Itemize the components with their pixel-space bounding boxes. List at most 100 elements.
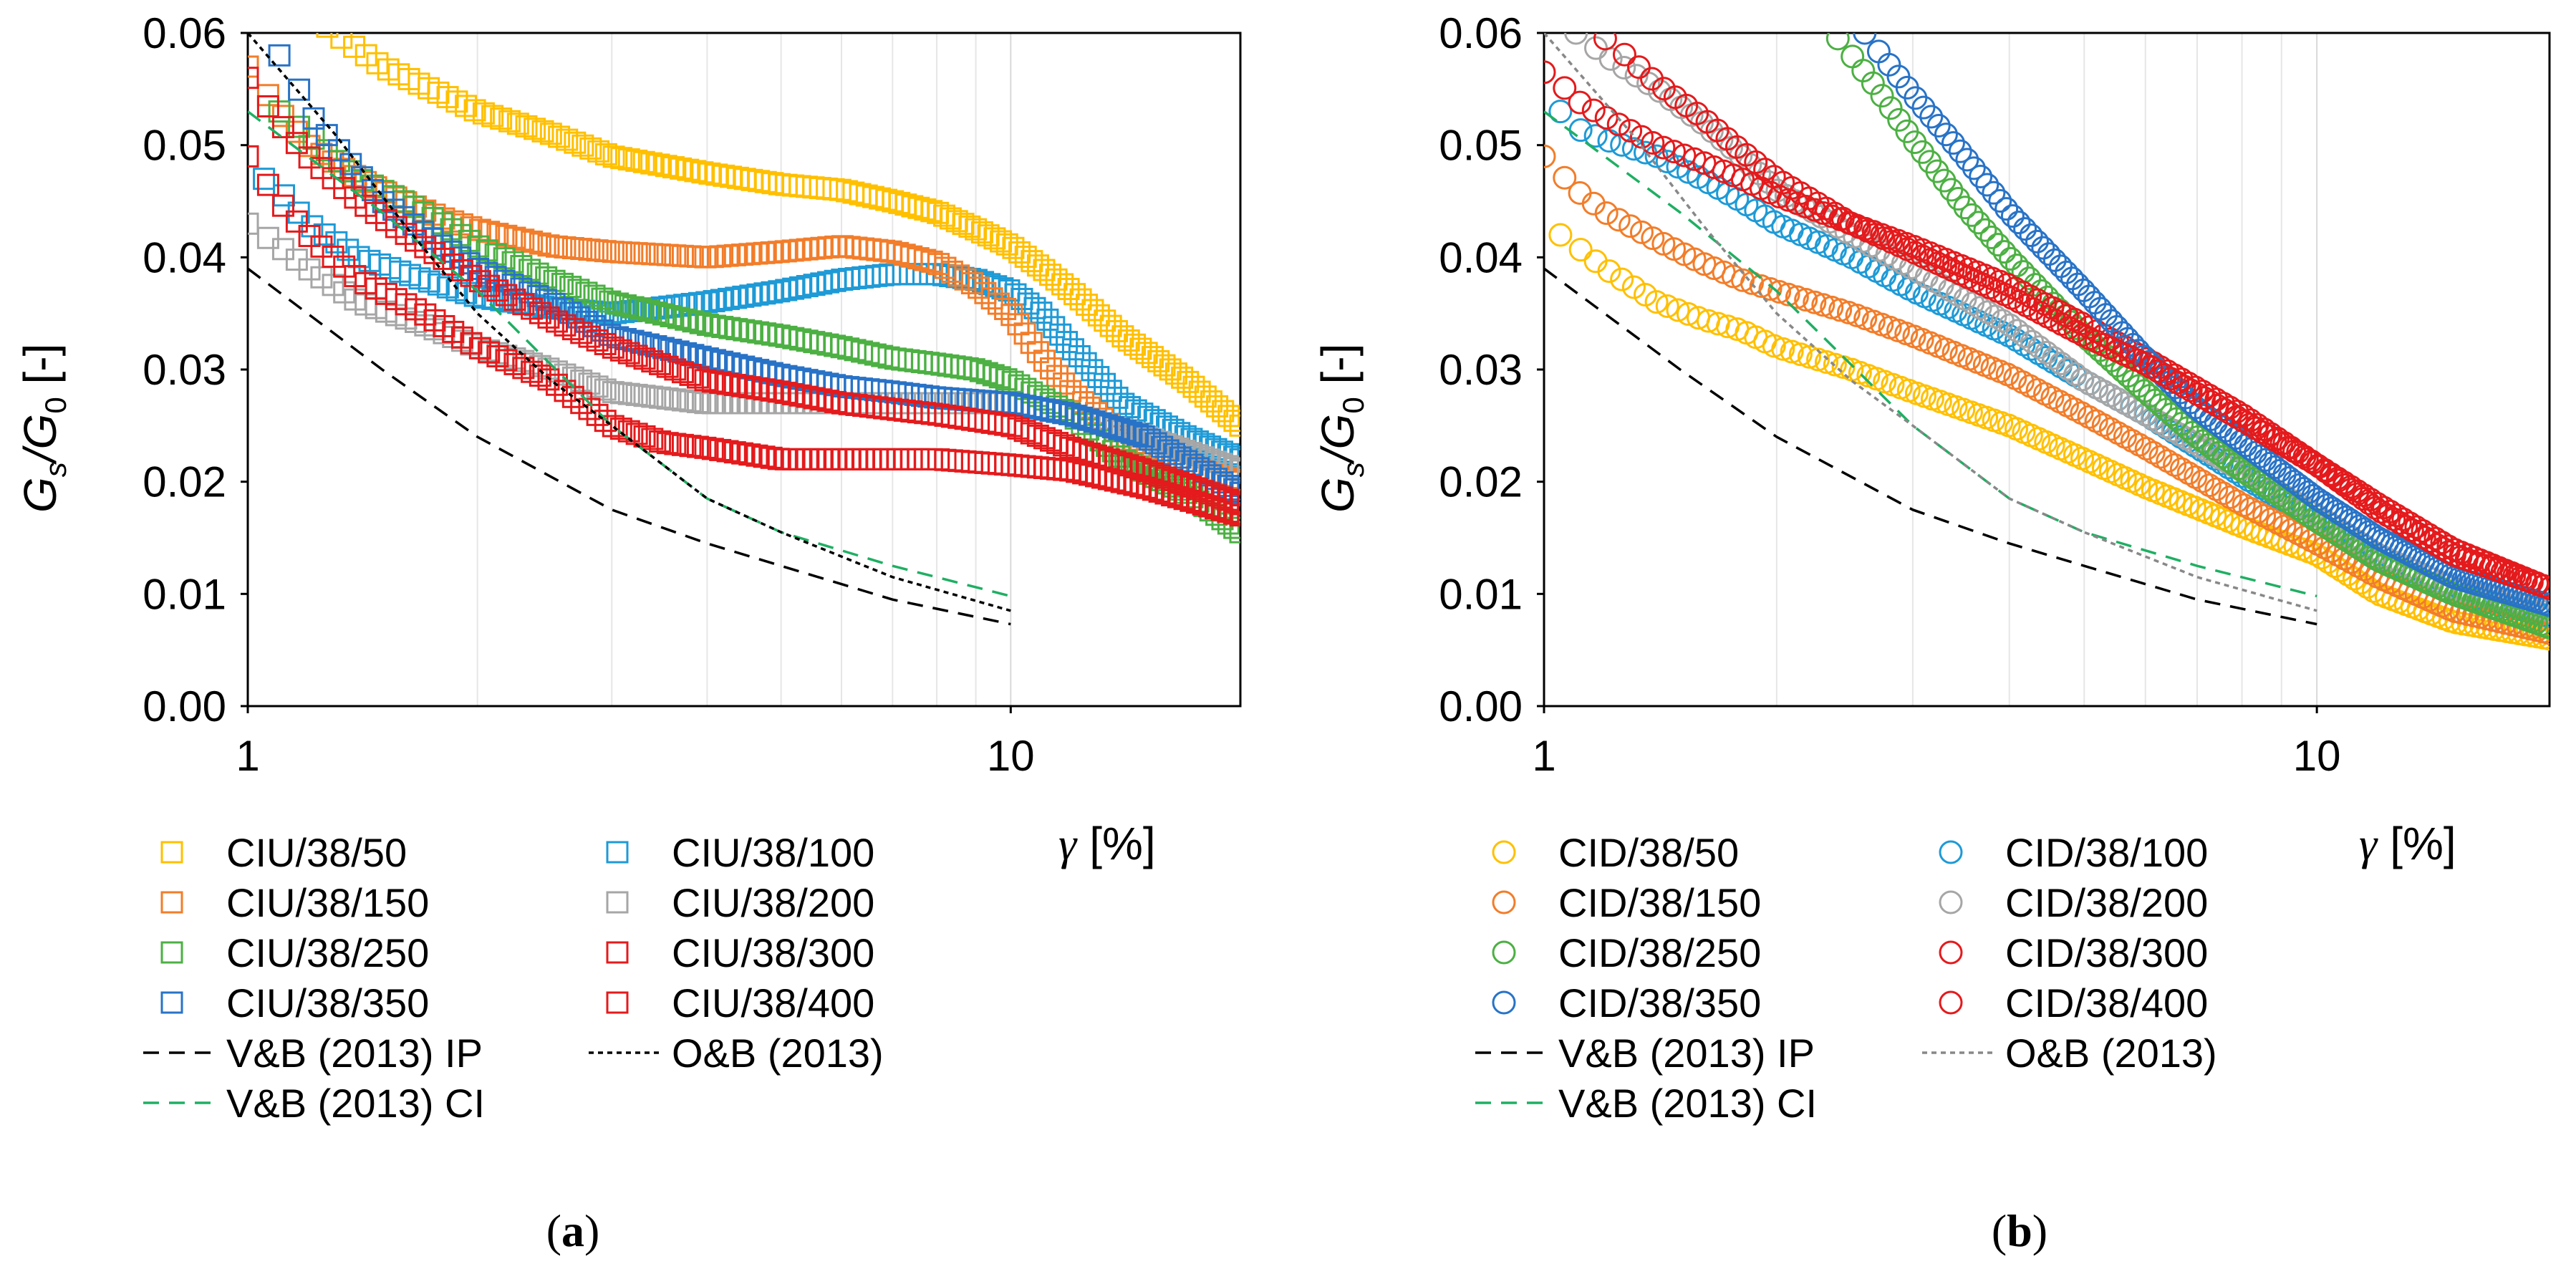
data-point — [575, 281, 598, 304]
data-point — [641, 243, 664, 266]
data-point — [2204, 477, 2229, 501]
data-point — [490, 107, 513, 130]
x-tick-label: 1 — [1532, 732, 1555, 780]
data-point — [1205, 484, 1227, 507]
data-point — [554, 380, 577, 402]
data-point — [1120, 421, 1143, 444]
series-ciu-38-350 — [268, 44, 1240, 504]
data-point — [1087, 366, 1110, 389]
data-point — [1217, 488, 1240, 511]
x-axis-label-unit: [%] — [1089, 818, 1155, 869]
data-point — [775, 279, 798, 301]
data-point — [838, 448, 861, 470]
data-point — [535, 289, 558, 312]
data-point — [2537, 599, 2550, 623]
data-point — [2276, 435, 2300, 460]
data-point — [760, 241, 783, 264]
data-point — [1629, 220, 1654, 244]
data-point — [535, 266, 558, 289]
data-point — [731, 442, 754, 465]
data-point — [649, 243, 672, 266]
data-point — [498, 110, 521, 132]
data-point — [625, 344, 648, 367]
data-point — [796, 448, 819, 470]
data-point — [1021, 250, 1043, 273]
data-point — [287, 201, 310, 224]
data-point — [649, 352, 672, 375]
data-point — [2231, 408, 2255, 433]
y-axis-label-unit: [-] — [1312, 344, 1364, 397]
data-point — [2166, 370, 2190, 395]
data-point — [803, 448, 826, 470]
data-point — [1108, 418, 1131, 440]
data-point — [1986, 233, 2010, 257]
data-point — [1644, 144, 1669, 168]
data-point — [796, 238, 819, 261]
data-point — [1023, 296, 1046, 319]
data-point — [1229, 470, 1240, 493]
data-point — [1581, 98, 1606, 122]
data-point — [2218, 485, 2242, 509]
data-point — [1008, 241, 1031, 264]
data-point — [2244, 416, 2268, 440]
data-point — [774, 448, 797, 470]
data-point — [782, 174, 805, 197]
legend-item: CID/38/250 — [1492, 930, 1761, 975]
legend-marker — [1492, 990, 1516, 1015]
data-point — [817, 236, 840, 259]
data-point — [1229, 521, 1240, 544]
data-point — [2141, 406, 2165, 430]
data-point — [1856, 254, 1881, 279]
data-point — [1089, 412, 1112, 435]
data-point — [904, 349, 927, 372]
data-point — [664, 388, 687, 411]
data-point — [2019, 223, 2043, 248]
data-point — [495, 349, 518, 372]
data-point — [1061, 338, 1084, 361]
data-point — [865, 264, 888, 287]
data-point — [1803, 290, 1827, 314]
data-point — [2042, 248, 2067, 272]
legend-marker — [1939, 990, 1963, 1015]
data-point — [2168, 423, 2192, 447]
data-point — [1988, 189, 2012, 213]
data-point — [2320, 464, 2344, 488]
data-point — [1111, 325, 1134, 348]
data-point — [879, 263, 902, 286]
data-point — [701, 246, 724, 269]
data-point — [1026, 341, 1049, 364]
data-point — [927, 448, 950, 471]
data-point — [2218, 401, 2242, 425]
data-point — [1135, 460, 1158, 483]
data-point — [570, 322, 593, 344]
data-point — [1147, 349, 1170, 372]
data-point — [478, 341, 501, 364]
data-point — [1994, 197, 2019, 221]
data-point — [556, 128, 579, 151]
data-point — [472, 102, 495, 125]
legend-marker — [1939, 840, 1963, 864]
data-point — [960, 450, 983, 473]
data-point — [1020, 455, 1043, 478]
data-point — [1083, 410, 1106, 433]
data-point — [271, 194, 294, 217]
data-point — [2037, 242, 2061, 266]
data-point — [1142, 462, 1164, 485]
data-point — [599, 290, 622, 313]
series-ciu-38-50 — [316, 33, 1240, 437]
x-axis-label-symbol: γ — [1058, 819, 1078, 869]
y-axis-label: Gs/G0 [-] — [1312, 344, 1370, 513]
y-tick-label: 0.03 — [143, 346, 226, 394]
data-point — [2370, 500, 2394, 524]
data-point — [656, 432, 679, 455]
data-point — [343, 35, 366, 58]
data-point — [546, 373, 569, 396]
data-point — [2174, 426, 2199, 450]
data-point — [493, 247, 516, 270]
data-point — [1825, 33, 1850, 51]
data-point — [723, 243, 746, 266]
data-point — [987, 292, 1010, 315]
data-point — [2169, 457, 2194, 481]
y-axis-label-sub: 0 — [39, 397, 72, 413]
